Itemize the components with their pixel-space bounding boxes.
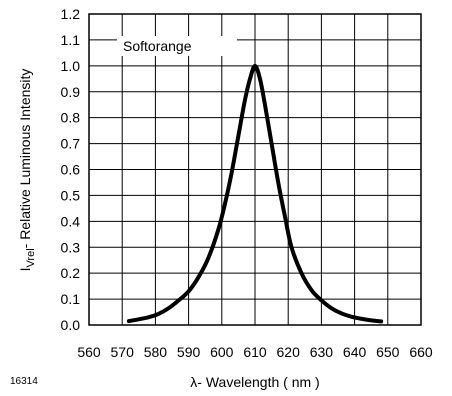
y-tick-label: 0.9 — [61, 84, 81, 100]
x-tick-label: 590 — [177, 344, 201, 360]
series-label: Softorange — [123, 38, 192, 54]
y-tick-label: 1.2 — [61, 6, 81, 22]
y-tick-label: 0.6 — [61, 162, 81, 178]
x-tick-label: 620 — [277, 344, 301, 360]
y-tick-label: 0.7 — [61, 136, 81, 152]
x-tick-label: 600 — [210, 344, 234, 360]
y-tick-label: 1.1 — [61, 32, 81, 48]
x-tick-label: 610 — [243, 344, 267, 360]
x-tick-labels: 560 570 580 590 600 610 620 630 640 650 660 — [77, 344, 433, 360]
grid — [89, 14, 421, 325]
y-tick-label: 0.3 — [61, 239, 81, 255]
x-tick-label: 570 — [111, 344, 135, 360]
y-tick-label: 0.0 — [61, 317, 81, 333]
y-tick-labels: 0.0 0.1 0.2 0.3 0.4 0.5 0.6 0.7 0.8 0.9 1.0 1.1 1.2 — [61, 6, 81, 333]
x-tick-label: 640 — [343, 344, 367, 360]
x-axis-lambda: λ — [190, 374, 197, 390]
y-tick-label: 0.2 — [61, 265, 81, 281]
y-tick-label: 0.8 — [61, 110, 81, 126]
x-tick-label: 650 — [376, 344, 400, 360]
y-axis-subscript: Vrel — [25, 248, 37, 267]
x-tick-label: 560 — [77, 344, 101, 360]
y-tick-label: 0.4 — [61, 213, 81, 229]
x-tick-label: 630 — [310, 344, 334, 360]
x-tick-label: 660 — [409, 344, 433, 360]
y-tick-label: 0.1 — [61, 291, 81, 307]
x-axis-label: - Wavelength ( nm ) — [197, 374, 319, 390]
figure-id: 16314 — [10, 376, 38, 387]
y-tick-label: 1.0 — [61, 58, 81, 74]
y-axis-label: - Relative Luminous Intensity — [17, 69, 33, 249]
x-tick-label: 580 — [144, 344, 168, 360]
y-axis-title: IVrel- Relative Luminous Intensity — [17, 69, 37, 272]
x-axis-title: λ- Wavelength ( nm ) — [190, 374, 319, 390]
y-tick-label: 0.5 — [61, 187, 81, 203]
